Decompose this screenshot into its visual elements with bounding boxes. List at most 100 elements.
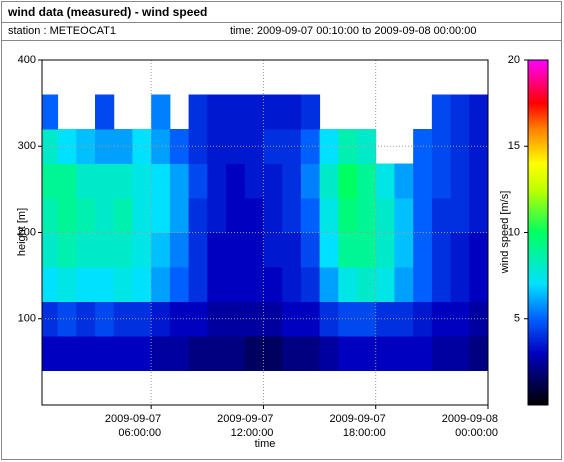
colorbar-step bbox=[528, 156, 548, 158]
y-tick-label: 400 bbox=[18, 54, 36, 66]
colorbar-step bbox=[528, 177, 548, 179]
heatmap-cell bbox=[169, 198, 190, 233]
heatmap-cell bbox=[469, 198, 488, 233]
heatmap bbox=[42, 94, 488, 371]
colorbar-step bbox=[528, 154, 548, 156]
colorbar-step bbox=[528, 229, 548, 231]
colorbar-step bbox=[528, 273, 548, 275]
heatmap-cell bbox=[357, 163, 377, 199]
colorbar-step bbox=[528, 395, 548, 397]
heatmap-cell bbox=[375, 267, 395, 302]
heatmap-cell bbox=[338, 163, 358, 199]
colorbar-step bbox=[528, 125, 548, 127]
colorbar-step bbox=[528, 140, 548, 142]
colorbar-step bbox=[528, 262, 548, 264]
heatmap-cell bbox=[57, 301, 77, 337]
heatmap-cell bbox=[95, 129, 115, 164]
colorbar-step bbox=[528, 163, 548, 165]
y-tick-label: 100 bbox=[18, 313, 36, 325]
colorbar-step bbox=[528, 329, 548, 331]
heatmap-cell bbox=[357, 198, 377, 233]
heatmap-cell bbox=[282, 163, 302, 199]
heatmap-cell bbox=[244, 163, 264, 199]
colorbar-step bbox=[528, 351, 548, 353]
colorbar-step bbox=[528, 354, 548, 356]
colorbar-step bbox=[528, 308, 548, 310]
colorbar-step bbox=[528, 376, 548, 378]
heatmap-cell bbox=[113, 232, 133, 268]
heatmap-cell bbox=[226, 94, 246, 130]
heatmap-cell bbox=[226, 232, 246, 268]
y-tick-label: 200 bbox=[18, 226, 36, 238]
colorbar-step bbox=[528, 294, 548, 296]
colorbar-step bbox=[528, 239, 548, 241]
colorbar-step bbox=[528, 322, 548, 324]
heatmap-cell bbox=[95, 198, 115, 233]
colorbar-step bbox=[528, 165, 548, 167]
colorbar-step bbox=[528, 282, 548, 284]
colorbar-step bbox=[528, 295, 548, 297]
heatmap-cell bbox=[42, 301, 59, 337]
heatmap-cell bbox=[413, 232, 433, 268]
colorbar-step bbox=[528, 123, 548, 125]
colorbar-step bbox=[528, 126, 548, 128]
colorbar-step bbox=[528, 335, 548, 337]
colorbar-step bbox=[528, 231, 548, 233]
colorbar-step bbox=[528, 347, 548, 349]
heatmap-cell bbox=[169, 336, 190, 371]
colorbar-step bbox=[528, 320, 548, 322]
heatmap-cell bbox=[431, 232, 452, 268]
heatmap-cell bbox=[244, 267, 264, 302]
heatmap-cell bbox=[319, 301, 339, 337]
colorbar-step bbox=[528, 247, 548, 249]
colorbar-step bbox=[528, 284, 548, 286]
colorbar-step bbox=[528, 297, 548, 299]
colorbar-step bbox=[528, 113, 548, 115]
colorbar-step bbox=[528, 74, 548, 76]
colorbar-step bbox=[528, 135, 548, 137]
colorbar-step bbox=[528, 137, 548, 139]
colorbar-step bbox=[528, 198, 548, 200]
colorbar-step bbox=[528, 317, 548, 319]
colorbar-step bbox=[528, 99, 548, 101]
colorbar-step bbox=[528, 391, 548, 393]
plot-frame bbox=[41, 59, 489, 406]
colorbar-step bbox=[528, 227, 548, 229]
colorbar-step bbox=[528, 160, 548, 162]
colorbar-step bbox=[528, 236, 548, 238]
colorbar-step bbox=[528, 71, 548, 73]
period: time: 2009-09-07 00:10:00 to 2009-09-08 … bbox=[230, 25, 476, 37]
colorbar-step bbox=[528, 121, 548, 123]
colorbar-step bbox=[528, 60, 548, 62]
colorbar-step bbox=[528, 401, 548, 403]
colorbar-step bbox=[528, 340, 548, 342]
colorbar-step bbox=[528, 343, 548, 345]
colorbar-step bbox=[528, 80, 548, 82]
colorbar-step bbox=[528, 206, 548, 208]
colorbar-step bbox=[528, 103, 548, 105]
heatmap-cell bbox=[76, 336, 96, 371]
heatmap-cell bbox=[300, 94, 321, 130]
colorbar-step bbox=[528, 87, 548, 89]
heatmap-cell bbox=[282, 336, 302, 371]
colorbar-step bbox=[528, 111, 548, 113]
colorbar-step bbox=[528, 356, 548, 358]
colorbar-step bbox=[528, 302, 548, 304]
colorbar-step bbox=[528, 147, 548, 149]
colorbar-step bbox=[528, 217, 548, 219]
colorbar-step bbox=[528, 228, 548, 230]
colorbar-step bbox=[528, 290, 548, 292]
colorbar-step bbox=[528, 215, 548, 217]
colorbar-step bbox=[528, 342, 548, 344]
colorbar-step bbox=[528, 159, 548, 161]
colorbar-step bbox=[528, 374, 548, 376]
colorbar-step bbox=[528, 383, 548, 385]
colorbar-step bbox=[528, 245, 548, 247]
heatmap-cell bbox=[469, 129, 488, 164]
colorbar-step bbox=[528, 306, 548, 308]
heatmap-cell bbox=[169, 232, 190, 268]
heatmap-cell bbox=[76, 163, 96, 199]
colorbar-step bbox=[528, 375, 548, 377]
colorbar-step bbox=[528, 398, 548, 400]
